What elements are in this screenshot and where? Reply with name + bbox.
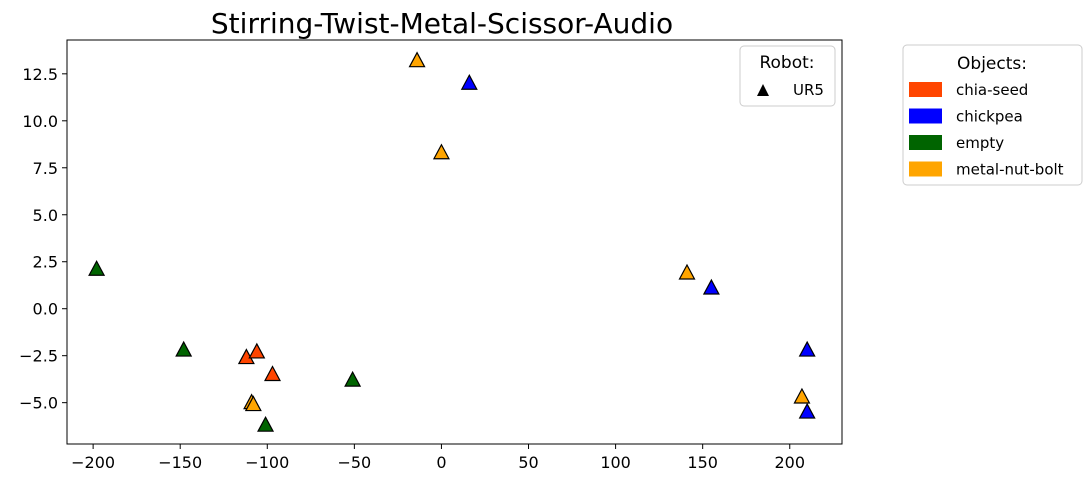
data-point-empty: [257, 415, 275, 432]
x-axis: −200 −150 −100 −50 0 50 100 150 200: [71, 444, 805, 472]
robot-legend: Robot: UR5: [739, 45, 836, 107]
robot-legend-label: UR5: [793, 81, 824, 99]
x-tick-label: 50: [518, 453, 538, 472]
data-points: [88, 51, 816, 432]
data-point-empty: [175, 340, 193, 357]
robot-legend-title: Robot:: [759, 53, 814, 73]
data-point-chickpea: [798, 402, 816, 419]
y-tick-label: 7.5: [33, 159, 58, 178]
data-point-metal-nut-bolt: [793, 387, 811, 404]
x-tick-label: 200: [774, 453, 805, 472]
data-point-chickpea: [702, 278, 720, 295]
x-tick-label: 0: [436, 453, 446, 472]
plot-area: [66, 39, 843, 445]
x-tick-label: 100: [600, 453, 631, 472]
data-point-chia-seed: [248, 342, 266, 359]
y-tick-label: 0.0: [33, 300, 58, 319]
y-tick-label: 10.0: [22, 112, 58, 131]
x-tick-label: −100: [245, 453, 289, 472]
data-point-chickpea: [460, 73, 478, 90]
legend-label-metal-nut-bolt: metal-nut-bolt: [956, 161, 1064, 179]
legend-label-empty: empty: [956, 134, 1004, 152]
objects-legend-title: Objects:: [957, 54, 1027, 74]
data-point-chickpea: [798, 340, 816, 357]
objects-legend: Objects: chia-seed chickpea empty metal-nut…: [902, 44, 1083, 186]
data-point-metal-nut-bolt: [432, 143, 450, 160]
data-point-empty: [344, 370, 362, 387]
data-point-metal-nut-bolt: [244, 395, 262, 412]
x-tick-label: −150: [158, 453, 202, 472]
data-point-metal-nut-bolt: [408, 51, 426, 68]
x-tick-label: −50: [337, 453, 371, 472]
y-tick-label: −5.0: [19, 394, 58, 413]
y-tick-label: 2.5: [33, 253, 58, 272]
x-tick-label: −200: [71, 453, 115, 472]
x-tick-label: 150: [687, 453, 718, 472]
data-point-empty: [88, 259, 106, 276]
legend-swatch-chia-seed: [909, 82, 942, 97]
y-axis: −5.0 −2.5 0.0 2.5 5.0 7.5 10.0 12.5: [19, 65, 67, 413]
chart-title: Stirring-Twist-Metal-Scissor-Audio: [211, 7, 673, 40]
objects-legend-frame: [902, 44, 1083, 186]
legend-label-chickpea: chickpea: [956, 108, 1023, 126]
legend-swatch-metal-nut-bolt: [909, 161, 942, 177]
y-tick-label: 5.0: [33, 206, 58, 225]
legend-swatch-chickpea: [909, 108, 942, 124]
y-tick-label: 12.5: [22, 65, 58, 84]
legend-swatch-empty: [909, 135, 942, 150]
y-tick-label: −2.5: [19, 347, 58, 366]
legend-label-chia-seed: chia-seed: [956, 81, 1028, 99]
data-point-metal-nut-bolt: [678, 263, 696, 280]
robot-legend-marker-triangle-icon: [757, 84, 769, 96]
data-point-chia-seed: [264, 365, 282, 382]
